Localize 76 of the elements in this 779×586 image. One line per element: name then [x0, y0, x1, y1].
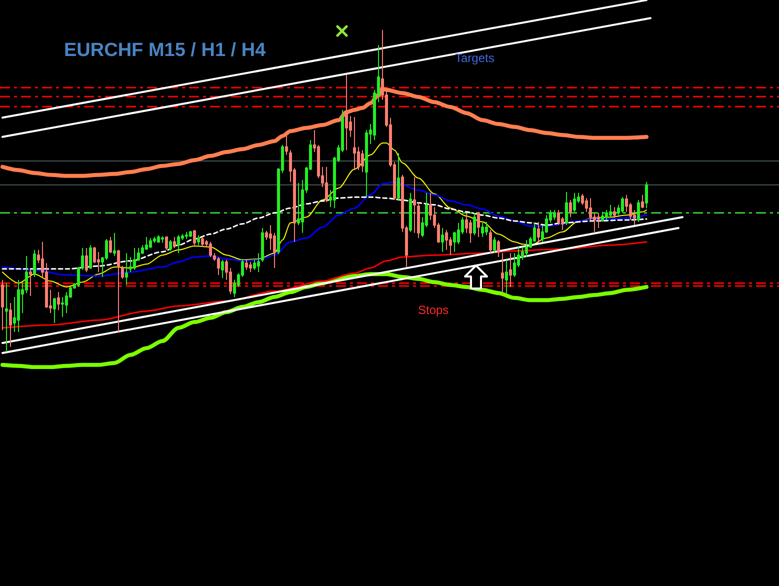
candlestick: [193, 229, 196, 246]
candlestick: [5, 282, 8, 352]
candlestick: [33, 249, 36, 278]
candlestick: [285, 132, 288, 156]
candlestick: [221, 259, 224, 278]
candlestick: [537, 221, 540, 244]
candlestick: [621, 196, 624, 214]
text: EURCHF M15 / H1 / H4: [64, 40, 266, 61]
candlestick: [493, 236, 496, 254]
candlestick: [209, 241, 212, 258]
candlestick: [413, 176, 416, 234]
candlestick: [189, 230, 192, 238]
candlestick: [169, 239, 172, 252]
candlestick: [637, 200, 640, 222]
candlestick: [569, 200, 572, 218]
candlestick: [9, 302, 12, 348]
candlestick: [325, 166, 328, 202]
candlestick: [157, 234, 160, 244]
candlestick: [89, 244, 92, 270]
annotation: Stops: [418, 303, 449, 317]
candlestick: [505, 259, 508, 294]
candlestick: [97, 251, 100, 273]
candlestick: [201, 236, 204, 248]
candlestick: [177, 234, 180, 254]
candlestick: [1, 279, 4, 331]
candlestick: [197, 234, 200, 246]
candlestick: [85, 247, 88, 273]
candlestick: [117, 249, 120, 333]
candlestick: [409, 192, 412, 232]
candlestick: [553, 210, 556, 220]
candlestick: [353, 116, 356, 171]
candlestick: [125, 252, 128, 286]
candlestick: [641, 194, 644, 209]
candlestick: [185, 231, 188, 240]
candlestick: [173, 236, 176, 248]
candlestick: [613, 206, 616, 219]
candlestick: [345, 74, 348, 151]
candlestick: [485, 221, 488, 236]
candlestick: [161, 236, 164, 244]
candlestick: [397, 152, 400, 201]
candlestick: [109, 236, 112, 254]
candlestick: [573, 192, 576, 212]
candlestick: [165, 236, 168, 250]
candlestick: [473, 212, 476, 236]
candlestick: [217, 256, 220, 276]
candlestick: [565, 191, 568, 226]
candlestick: [597, 212, 600, 229]
candlestick: [509, 252, 512, 288]
candlestick: [609, 204, 612, 218]
candlestick: [477, 211, 480, 238]
candlestick: [29, 269, 32, 296]
candlestick: [525, 239, 528, 258]
candlestick: [121, 266, 124, 280]
candlestick: [417, 202, 420, 239]
candlestick: [145, 236, 148, 250]
candlestick: [441, 228, 444, 252]
candlestick: [249, 261, 252, 273]
candlestick: [645, 181, 648, 209]
candlestick: [557, 210, 560, 226]
candlestick: [53, 297, 56, 324]
candlestick: [57, 292, 60, 311]
candlestick: [133, 247, 136, 270]
candlestick: [257, 252, 260, 273]
candlestick: [501, 252, 504, 294]
candlestick: [17, 279, 20, 333]
candlestick: [489, 229, 492, 254]
candlestick: [261, 228, 264, 262]
candlestick: [61, 296, 64, 318]
candlestick: [497, 239, 500, 258]
annotation: Targets: [455, 51, 494, 65]
candlestick: [481, 222, 484, 238]
candlestick: [113, 232, 116, 257]
candlestick: [601, 211, 604, 222]
candlestick: [149, 238, 152, 248]
candlestick: [245, 259, 248, 270]
candlestick: [361, 150, 364, 172]
